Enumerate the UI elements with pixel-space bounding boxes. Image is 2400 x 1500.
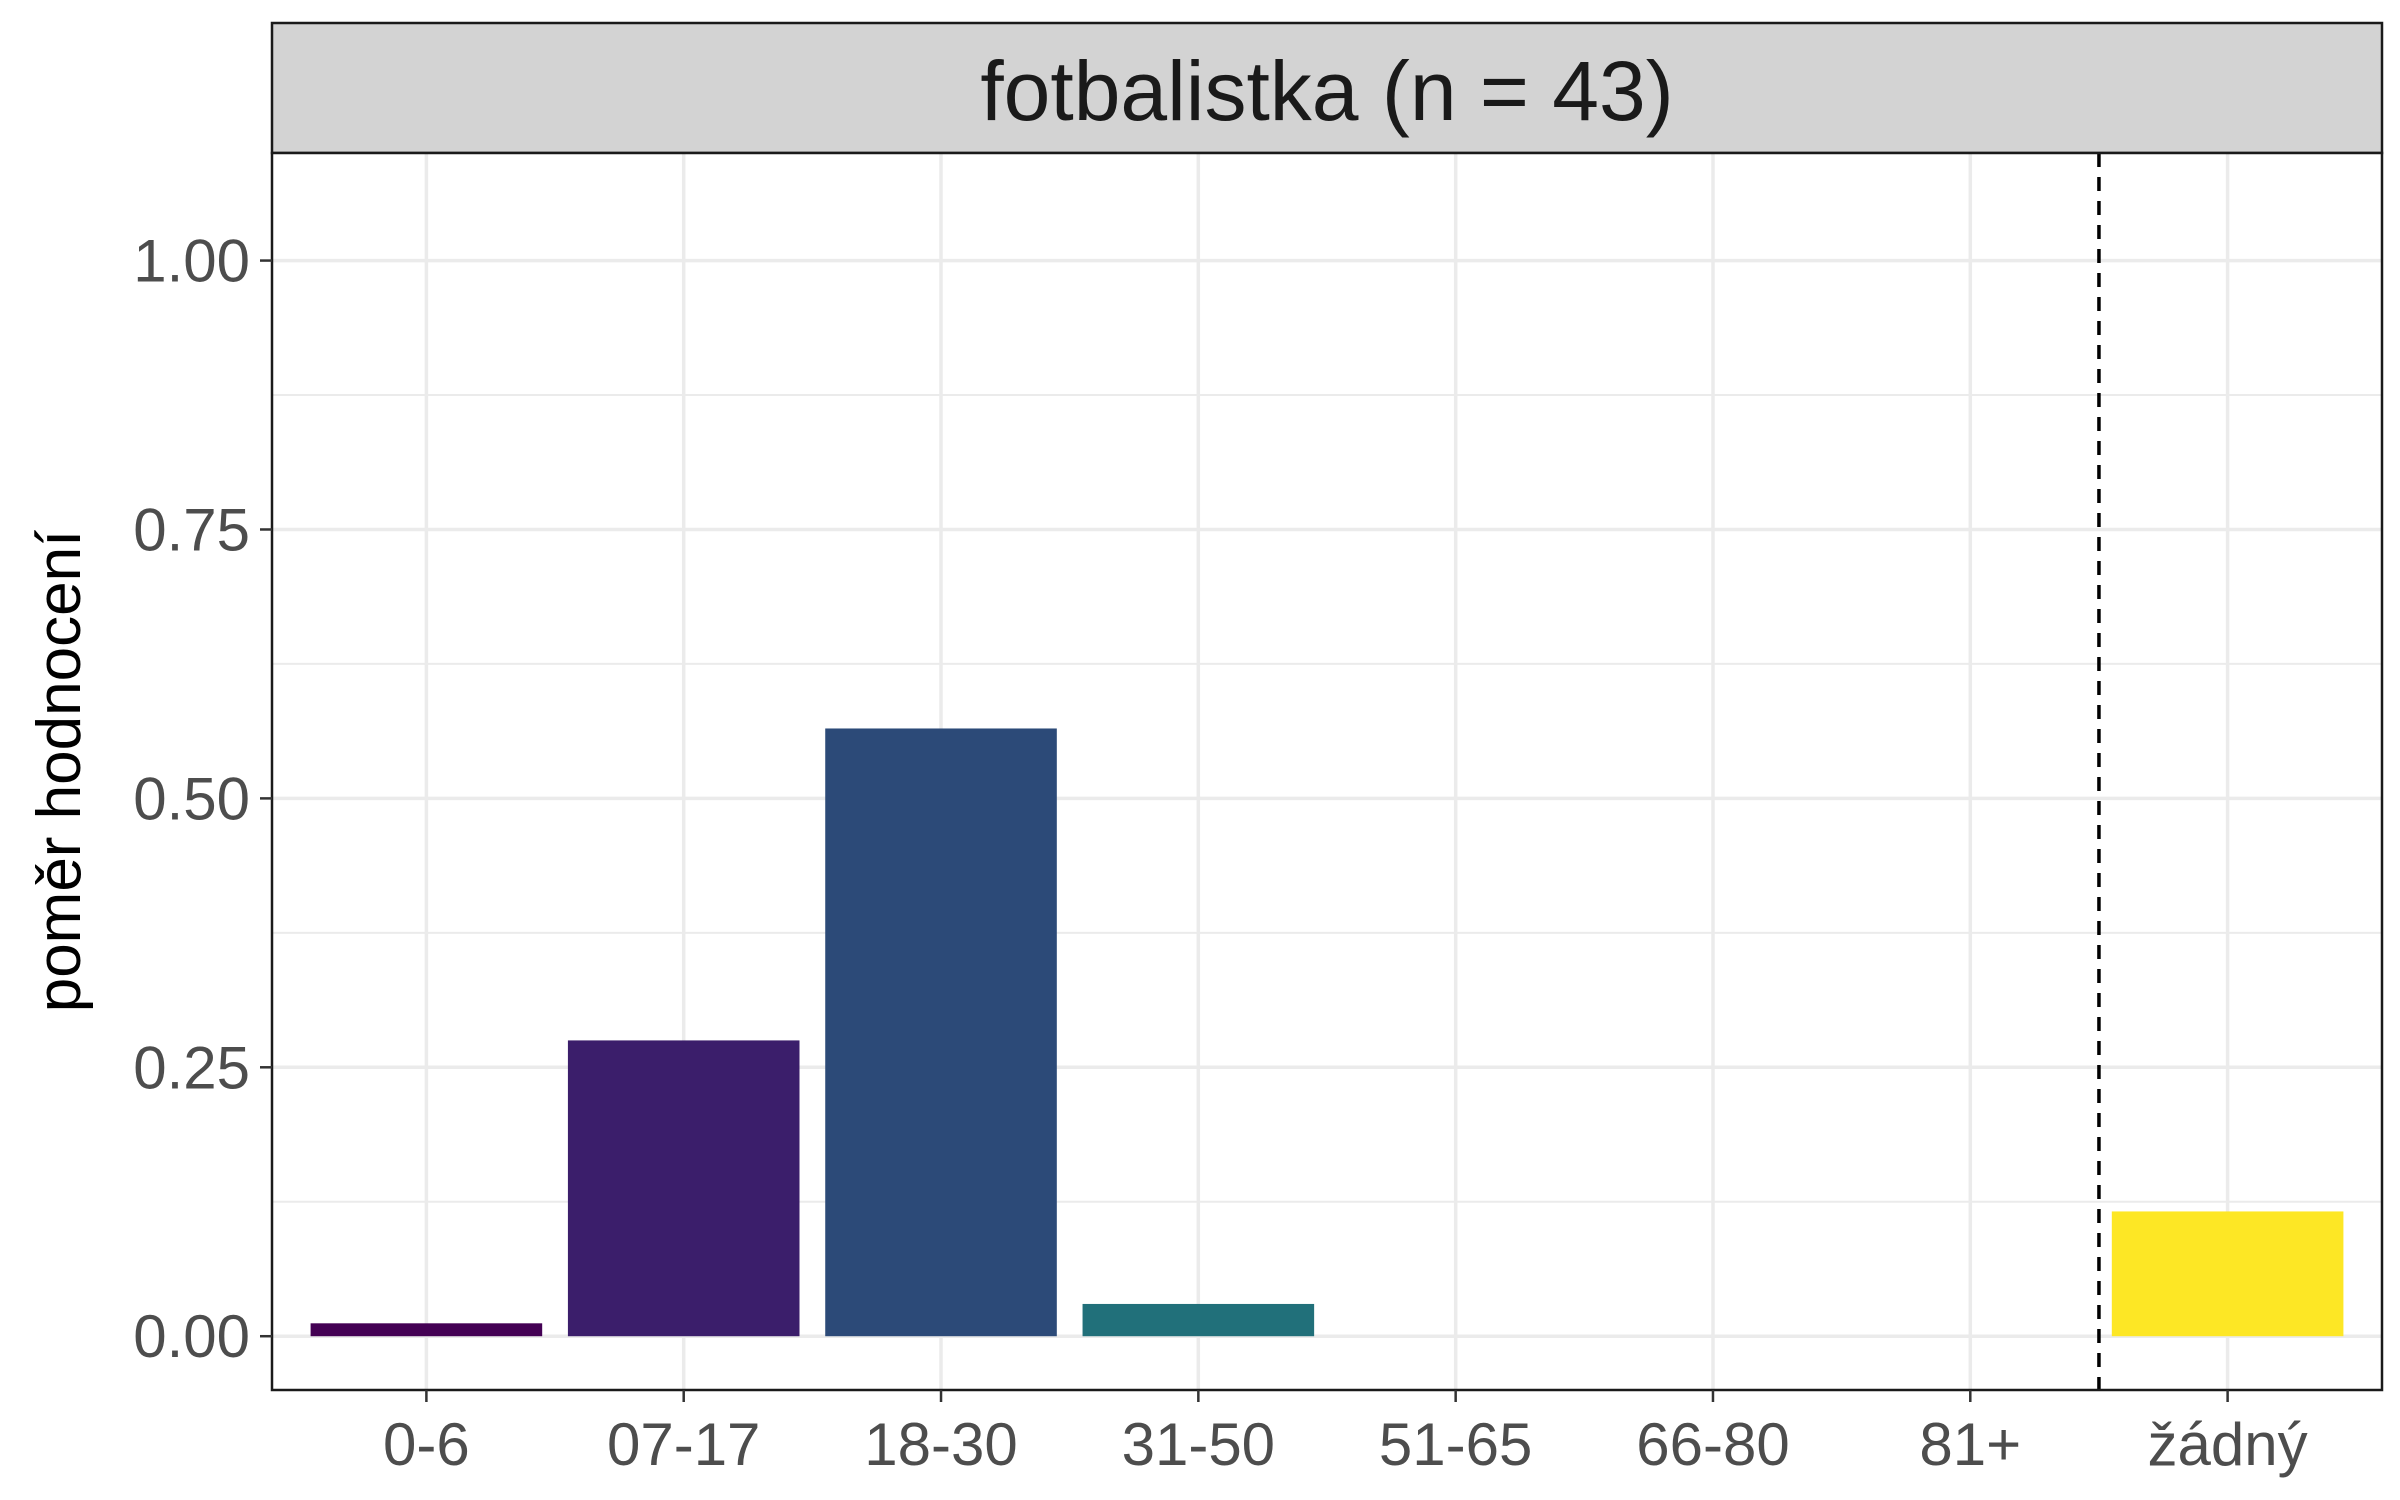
bar-žádný [2111,1211,2344,1337]
panel-border [270,151,2384,1392]
y-tick-label: 0.50 [133,765,250,832]
bar-31-50 [1082,1303,1315,1337]
strip-background [270,21,2384,155]
y-tick-label: 0.75 [133,496,250,563]
bars [310,728,2344,1337]
y-tick-label: 1.00 [133,228,250,295]
x-tick-label: 81+ [1919,1411,2021,1478]
x-tick-label: 18-30 [864,1411,1017,1478]
y-axis: 0.00 0.25 0.50 0.75 1.00 [133,228,272,1370]
y-tick-label: 0.25 [133,1034,250,1101]
x-tick-label: 66-80 [1636,1411,1789,1478]
x-tick-label: žádný [2148,1411,2308,1478]
x-axis: 0-6 07-17 18-30 31-50 51-65 66-80 81+ žádný [383,1390,2308,1478]
x-tick-label: 0-6 [383,1411,470,1478]
bar-0-6 [310,1323,543,1337]
bar-18-30 [825,728,1057,1337]
plot-panel [270,151,2384,1392]
x-tick-label: 51-65 [1379,1411,1532,1478]
x-tick-label: 07-17 [607,1411,760,1478]
y-tick-label: 0.00 [133,1303,250,1370]
facet-title: fotbalistka (n = 43) [980,44,1673,138]
bar-07-17 [567,1040,800,1337]
y-axis-title: poměr hodnocení [25,530,94,1013]
x-tick-label: 31-50 [1122,1411,1275,1478]
strip: fotbalistka (n = 43) [270,21,2384,155]
